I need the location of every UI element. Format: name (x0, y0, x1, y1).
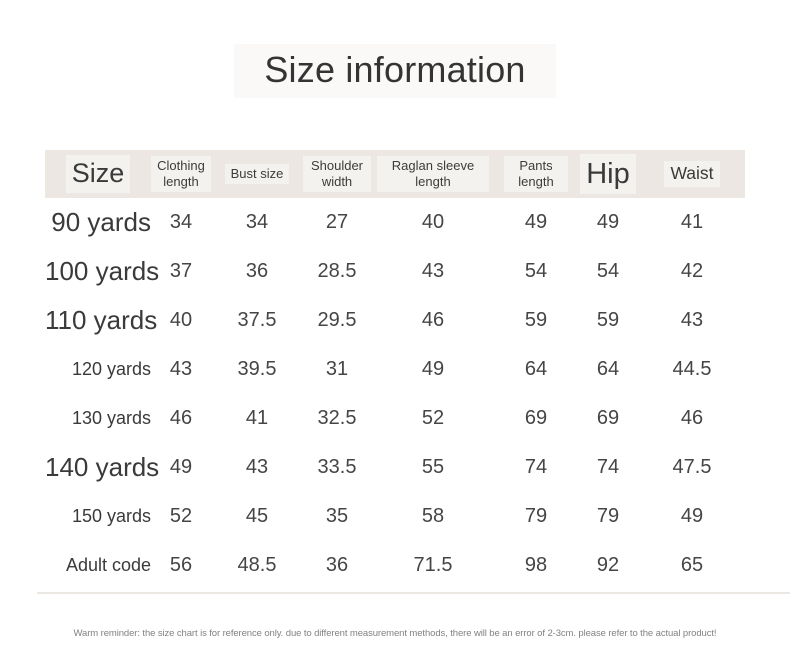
page-title-wrap: Size information (0, 44, 790, 98)
value-cell-shoulder-width: 29.5 (317, 309, 357, 331)
value-cell-hip: 64 (596, 358, 620, 380)
value-cell-clothing-length: 46 (169, 407, 193, 429)
page-title: Size information (234, 44, 556, 98)
value-cell-raglan-sleeve: 43 (421, 260, 445, 282)
value-cell-clothing-length: 49 (169, 456, 193, 478)
col-header-bust-size: Bust size (211, 163, 303, 185)
table-row-140-yards: 140 yards 49 43 33.5 55 74 74 47.5 (45, 443, 745, 492)
table-header-row: Size Clothing length Bust size Shoulder … (45, 150, 745, 198)
table-row-100-yards: 100 yards 37 36 28.5 43 54 54 42 (45, 247, 745, 296)
size-label-cell: 150 yards (71, 506, 151, 526)
value-cell-bust-size: 39.5 (237, 358, 277, 380)
value-cell-hip: 59 (596, 309, 620, 331)
value-cell-clothing-length: 34 (169, 211, 193, 233)
value-cell-pants-length: 98 (524, 554, 548, 576)
value-cell-hip: 92 (596, 554, 620, 576)
value-cell-clothing-length: 43 (169, 358, 193, 380)
value-cell-pants-length: 64 (524, 358, 548, 380)
value-cell-raglan-sleeve: 46 (421, 309, 445, 331)
value-cell-clothing-length: 56 (169, 554, 193, 576)
value-cell-hip: 79 (596, 505, 620, 527)
value-cell-bust-size: 37.5 (237, 309, 277, 331)
value-cell-waist: 43 (680, 309, 704, 331)
value-cell-shoulder-width: 27 (325, 211, 349, 233)
size-label-cell: 140 yards (45, 452, 160, 482)
value-cell-bust-size: 48.5 (237, 554, 277, 576)
value-cell-pants-length: 79 (524, 505, 548, 527)
size-label-cell: 130 yards (71, 408, 151, 428)
value-cell-clothing-length: 37 (169, 260, 193, 282)
table-body: 90 yards 34 34 27 40 49 49 41 100 yards … (45, 198, 745, 590)
value-cell-shoulder-width: 28.5 (317, 260, 357, 282)
col-header-hip: Hip (577, 153, 639, 195)
value-cell-bust-size: 34 (245, 211, 269, 233)
value-cell-bust-size: 41 (245, 407, 269, 429)
col-header-waist: Waist (639, 161, 745, 187)
value-cell-bust-size: 36 (245, 260, 269, 282)
col-header-pants-length: Pants length (495, 155, 577, 193)
table-row-150-yards: 150 yards 52 45 35 58 79 79 49 (45, 492, 745, 541)
value-cell-waist: 42 (680, 260, 704, 282)
value-cell-hip: 74 (596, 456, 620, 478)
value-cell-hip: 54 (596, 260, 620, 282)
value-cell-pants-length: 54 (524, 260, 548, 282)
value-cell-raglan-sleeve: 40 (421, 211, 445, 233)
size-table: Size Clothing length Bust size Shoulder … (45, 150, 745, 590)
table-row-130-yards: 130 yards 46 41 32.5 52 69 69 46 (45, 394, 745, 443)
value-cell-raglan-sleeve: 71.5 (413, 554, 453, 576)
value-cell-raglan-sleeve: 52 (421, 407, 445, 429)
table-row-90-yards: 90 yards 34 34 27 40 49 49 41 (45, 198, 745, 247)
col-header-shoulder-width: Shoulder width (303, 155, 371, 193)
value-cell-pants-length: 69 (524, 407, 548, 429)
size-label-cell: 110 yards (45, 305, 158, 335)
warm-reminder-text: Warm reminder: the size chart is for ref… (73, 628, 717, 639)
value-cell-pants-length: 59 (524, 309, 548, 331)
value-cell-clothing-length: 40 (169, 309, 193, 331)
size-label-cell: 100 yards (45, 256, 160, 286)
value-cell-shoulder-width: 35 (325, 505, 349, 527)
value-cell-waist: 47.5 (672, 456, 712, 478)
value-cell-pants-length: 49 (524, 211, 548, 233)
value-cell-shoulder-width: 33.5 (317, 456, 357, 478)
value-cell-waist: 44.5 (672, 358, 712, 380)
value-cell-shoulder-width: 32.5 (317, 407, 357, 429)
col-header-size: Size (45, 155, 151, 193)
value-cell-waist: 46 (680, 407, 704, 429)
value-cell-waist: 65 (680, 554, 704, 576)
table-row-120-yards: 120 yards 43 39.5 31 49 64 64 44.5 (45, 345, 745, 394)
size-label-cell: 90 yards (51, 207, 151, 237)
col-header-clothing-length: Clothing length (151, 155, 211, 193)
value-cell-shoulder-width: 36 (325, 554, 349, 576)
value-cell-raglan-sleeve: 55 (421, 456, 445, 478)
value-cell-raglan-sleeve: 49 (421, 358, 445, 380)
value-cell-pants-length: 74 (524, 456, 548, 478)
table-row-110-yards: 110 yards 40 37.5 29.5 46 59 59 43 (45, 296, 745, 345)
value-cell-bust-size: 45 (245, 505, 269, 527)
size-label-cell: 120 yards (71, 359, 151, 379)
size-label-cell: Adult code (65, 555, 151, 575)
value-cell-hip: 49 (596, 211, 620, 233)
value-cell-waist: 49 (680, 505, 704, 527)
divider-line (37, 592, 790, 594)
table-row-adult-code: Adult code 56 48.5 36 71.5 98 92 65 (45, 541, 745, 590)
value-cell-clothing-length: 52 (169, 505, 193, 527)
value-cell-hip: 69 (596, 407, 620, 429)
value-cell-raglan-sleeve: 58 (421, 505, 445, 527)
col-header-raglan-sleeve-length: Raglan sleeve length (371, 155, 495, 193)
value-cell-bust-size: 43 (245, 456, 269, 478)
value-cell-waist: 41 (680, 211, 704, 233)
value-cell-shoulder-width: 31 (325, 358, 349, 380)
